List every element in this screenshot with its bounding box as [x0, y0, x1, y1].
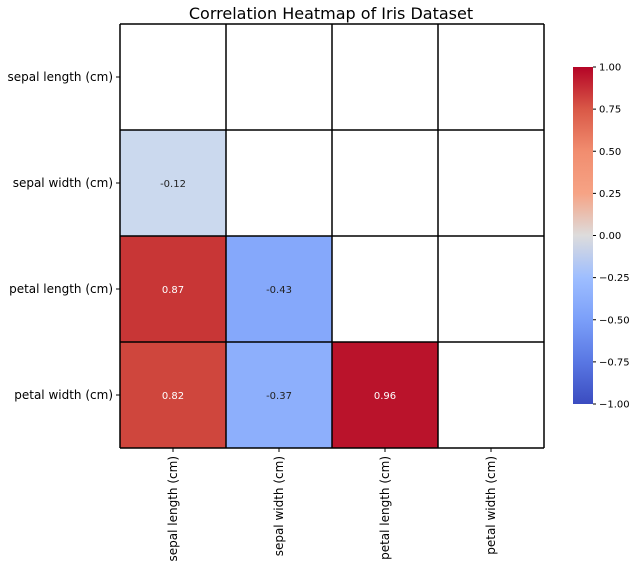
colorbar-tick-label: 0.00 — [599, 231, 621, 242]
cell-value-label: -0.12 — [160, 179, 186, 190]
colorbar-tick-label: −0.75 — [599, 357, 630, 368]
row-label: petal width (cm) — [14, 388, 113, 402]
cell-value-label: -0.43 — [266, 285, 292, 296]
row-labels: sepal length (cm) sepal width (cm) petal l… — [8, 70, 120, 402]
heatmap-cell — [226, 236, 332, 342]
colorbar-tick-label: −0.25 — [599, 273, 630, 284]
colorbar-tick-label: 1.00 — [599, 63, 621, 74]
colorbar-tick-label: 0.50 — [599, 147, 621, 158]
col-label: sepal length (cm) — [166, 456, 180, 561]
cell-value-label: 0.87 — [162, 285, 184, 296]
colorbar-gradient — [573, 67, 593, 404]
grid-layer — [119, 23, 545, 449]
heatmap-cell — [332, 342, 438, 448]
heatmap-cell — [120, 342, 226, 448]
cell-value-label: -0.37 — [266, 391, 292, 402]
colorbar-tick-label: 0.75 — [599, 105, 621, 116]
colorbar-tick-label: −1.00 — [599, 400, 630, 411]
colorbar-tick-label: −0.50 — [599, 315, 630, 326]
cell-value-label: 0.96 — [374, 391, 396, 402]
row-label: petal length (cm) — [9, 282, 113, 296]
col-label: sepal width (cm) — [272, 456, 286, 556]
colorbar-tick-label: 0.25 — [599, 189, 621, 200]
col-label: petal length (cm) — [378, 456, 392, 560]
heatmap-cell — [226, 342, 332, 448]
cells-layer: -0.12 0.87 -0.43 0.82 -0.37 0.96 — [120, 130, 438, 448]
row-label: sepal width (cm) — [13, 176, 113, 190]
row-label: sepal length (cm) — [8, 70, 113, 84]
heatmap-cell — [120, 236, 226, 342]
cell-value-label: 0.82 — [162, 391, 184, 402]
colorbar: 1.00 0.75 0.50 0.25 0.00 −0.25 −0.50 −0.75 −1.00 — [573, 63, 630, 411]
chart-title: Correlation Heatmap of Iris Dataset — [189, 4, 473, 23]
col-label: petal width (cm) — [484, 456, 498, 555]
heatmap-cell — [120, 130, 226, 236]
col-labels: sepal length (cm) sepal width (cm) petal l… — [166, 448, 498, 561]
